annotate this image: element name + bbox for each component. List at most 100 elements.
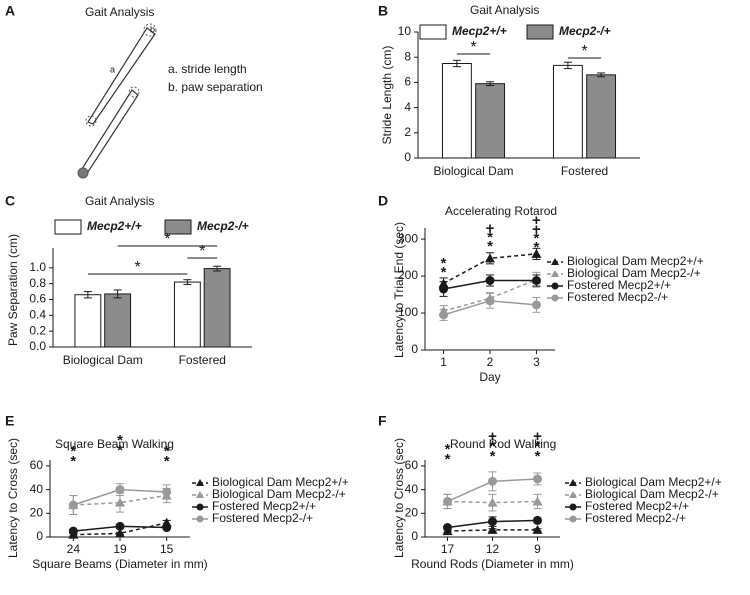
x-tick-label: Fostered <box>179 353 226 367</box>
bar <box>203 268 231 348</box>
legend-label: Biological Dam Mecp2+/+ <box>585 475 722 489</box>
x-tick-label: Biological Dam <box>433 164 513 178</box>
marker <box>531 248 542 258</box>
y-tick-label: 40 <box>30 482 44 496</box>
annotation: * <box>199 243 205 260</box>
y-tick-label: 0.2 <box>29 323 46 337</box>
y-axis-label: Latency to Cross (sec) <box>392 438 406 558</box>
panel-a: A Gait Analysis a b a. stride length b. … <box>5 3 263 179</box>
annotation: * <box>534 230 540 247</box>
x-axis-label: Square Beams (Diameter in mm) <box>32 557 207 571</box>
marker <box>487 524 498 534</box>
marker <box>533 474 542 484</box>
bar <box>475 83 506 159</box>
legend-marker <box>551 294 559 302</box>
marker <box>533 515 542 525</box>
legend-label: Biological Dam Mecp2-/+ <box>567 266 701 280</box>
y-axis-label: Paw Separation (cm) <box>6 234 20 346</box>
x-tick-label: 12 <box>486 542 500 556</box>
legend-swatch <box>54 219 82 235</box>
y-tick-label: 20 <box>405 505 419 519</box>
y-tick-label: 200 <box>398 268 418 282</box>
marker <box>162 487 172 497</box>
marker <box>68 500 78 510</box>
legend-swatch <box>526 24 554 40</box>
y-tick-label: 0 <box>411 529 418 543</box>
y-tick-label: 0.6 <box>29 292 46 306</box>
footprint-stride <box>79 89 139 176</box>
legend-marker <box>196 479 204 486</box>
annotation: * <box>534 239 540 256</box>
y-axis-label: Stride Length (cm) <box>380 46 394 145</box>
x-tick-label: 9 <box>534 542 541 556</box>
chart-title: Square Beam Walking <box>55 437 174 451</box>
marker <box>487 497 498 507</box>
legend-label: Mecp2+/+ <box>87 219 142 233</box>
annotation: + <box>486 220 495 237</box>
y-tick-label: 100 <box>398 305 418 319</box>
annotation: * <box>117 432 123 449</box>
marker <box>439 284 449 294</box>
y-tick-label: 0 <box>36 529 43 543</box>
x-tick-label: Biological Dam <box>63 353 143 367</box>
annotation: * <box>581 43 587 60</box>
x-tick-label: 2 <box>487 355 494 369</box>
paw-print <box>77 167 89 179</box>
annotation: * <box>164 231 170 248</box>
y-tick-label: 60 <box>30 458 44 472</box>
panel-title: Gait Analysis <box>85 5 154 19</box>
legend-label: Fostered Mecp2+/+ <box>585 499 689 513</box>
marker <box>439 310 449 320</box>
panel-letter: B <box>378 3 388 19</box>
y-tick-label: 4 <box>404 100 411 114</box>
y-axis-label: Latency to Trial End (sec) <box>392 222 406 358</box>
series-line <box>443 279 537 312</box>
marker <box>488 476 497 486</box>
x-tick-label: 1 <box>440 355 447 369</box>
bar <box>173 281 201 348</box>
series-line <box>73 522 167 536</box>
bar <box>441 63 472 159</box>
legend-marker <box>551 258 559 265</box>
legend-marker <box>569 503 577 511</box>
annotation: * <box>490 438 496 455</box>
annotation: * <box>164 453 170 470</box>
bar <box>586 74 617 159</box>
marker <box>68 526 78 536</box>
legend-label: Biological Dam Mecp2-/+ <box>585 487 719 501</box>
x-tick-label: 3 <box>533 355 540 369</box>
paw-print <box>85 115 97 127</box>
x-axis-label: Round Rods (Diameter in mm) <box>411 557 574 571</box>
marker <box>488 517 497 527</box>
x-tick-label: 24 <box>67 542 81 556</box>
annotation: * <box>70 443 76 460</box>
legend-label: Fostered Mecp2-/+ <box>585 511 686 525</box>
legend-marker <box>196 503 204 511</box>
marker <box>532 496 543 506</box>
legend-label: Biological Dam Mecp2+/+ <box>212 475 349 489</box>
diagram-label: a <box>110 64 115 74</box>
legend-marker <box>569 479 577 486</box>
legend-label: Fostered Mecp2-/+ <box>212 511 313 525</box>
marker <box>485 253 495 263</box>
y-tick-label: 10 <box>398 24 412 38</box>
marker <box>115 497 125 507</box>
annotation: * <box>70 453 76 470</box>
legend-marker <box>569 515 577 523</box>
y-tick-label: 1.0 <box>29 260 46 274</box>
legend-label: Mecp2-/+ <box>197 219 249 233</box>
chart-title: Gait Analysis <box>470 3 539 17</box>
annotation: * <box>535 438 541 455</box>
panel-letter: A <box>5 3 15 19</box>
y-tick-label: 0 <box>404 150 411 164</box>
annotation: * <box>445 451 451 468</box>
annotation: * <box>470 39 476 56</box>
footprint-stride <box>87 27 156 125</box>
annotation: + <box>488 428 497 445</box>
legend-label: Biological Dam Mecp2-/+ <box>212 487 346 501</box>
marker <box>115 521 125 531</box>
annotation: * <box>487 238 493 255</box>
panel-letter: E <box>5 413 14 429</box>
legend-swatch <box>419 24 447 40</box>
diagram-label: b <box>150 24 155 34</box>
